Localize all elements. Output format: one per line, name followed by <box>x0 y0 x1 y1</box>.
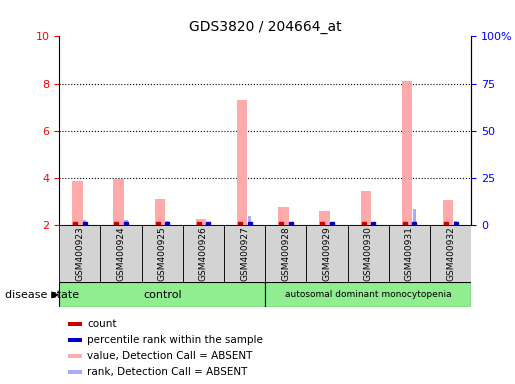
Text: GSM400930: GSM400930 <box>364 226 373 281</box>
Text: value, Detection Call = ABSENT: value, Detection Call = ABSENT <box>87 351 253 361</box>
Bar <box>278 207 288 225</box>
FancyBboxPatch shape <box>306 225 348 282</box>
Text: GSM400924: GSM400924 <box>116 226 126 281</box>
Bar <box>83 220 87 225</box>
Text: control: control <box>143 290 182 300</box>
FancyBboxPatch shape <box>224 225 265 282</box>
Text: autosomal dominant monocytopenia: autosomal dominant monocytopenia <box>285 290 452 299</box>
Bar <box>68 354 82 358</box>
FancyBboxPatch shape <box>183 225 224 282</box>
Bar <box>196 219 206 225</box>
Bar <box>68 338 82 342</box>
Bar <box>207 222 210 225</box>
Bar <box>443 200 453 225</box>
Bar <box>248 217 251 225</box>
Bar <box>124 220 128 225</box>
Text: count: count <box>87 319 117 329</box>
Text: GSM400929: GSM400929 <box>322 226 332 281</box>
Text: GSM400926: GSM400926 <box>199 226 208 281</box>
Text: GSM400927: GSM400927 <box>240 226 249 281</box>
Text: GSM400925: GSM400925 <box>158 226 167 281</box>
Text: GSM400928: GSM400928 <box>281 226 290 281</box>
Bar <box>113 179 124 225</box>
Bar <box>319 210 330 225</box>
FancyBboxPatch shape <box>430 225 471 282</box>
FancyBboxPatch shape <box>265 225 306 282</box>
Text: GSM400932: GSM400932 <box>446 226 455 281</box>
Bar <box>68 370 82 374</box>
Bar <box>371 222 375 225</box>
FancyBboxPatch shape <box>389 225 430 282</box>
Bar <box>68 322 82 326</box>
Bar <box>154 199 165 225</box>
Text: GSM400923: GSM400923 <box>75 226 84 281</box>
Bar <box>402 81 412 225</box>
FancyBboxPatch shape <box>100 225 142 282</box>
Bar <box>360 190 371 225</box>
FancyBboxPatch shape <box>142 225 183 282</box>
Text: percentile rank within the sample: percentile rank within the sample <box>87 335 263 345</box>
Bar <box>72 181 82 225</box>
Bar <box>330 222 334 225</box>
Title: GDS3820 / 204664_at: GDS3820 / 204664_at <box>189 20 341 34</box>
Bar <box>289 222 293 225</box>
Bar <box>413 209 416 225</box>
Bar <box>59 282 265 307</box>
Bar <box>237 100 247 225</box>
Bar <box>165 221 169 225</box>
Bar <box>454 221 457 225</box>
Text: disease state: disease state <box>5 290 79 300</box>
Text: GSM400931: GSM400931 <box>405 226 414 281</box>
FancyBboxPatch shape <box>348 225 389 282</box>
Text: rank, Detection Call = ABSENT: rank, Detection Call = ABSENT <box>87 367 248 377</box>
FancyBboxPatch shape <box>59 225 100 282</box>
Bar <box>265 282 471 307</box>
